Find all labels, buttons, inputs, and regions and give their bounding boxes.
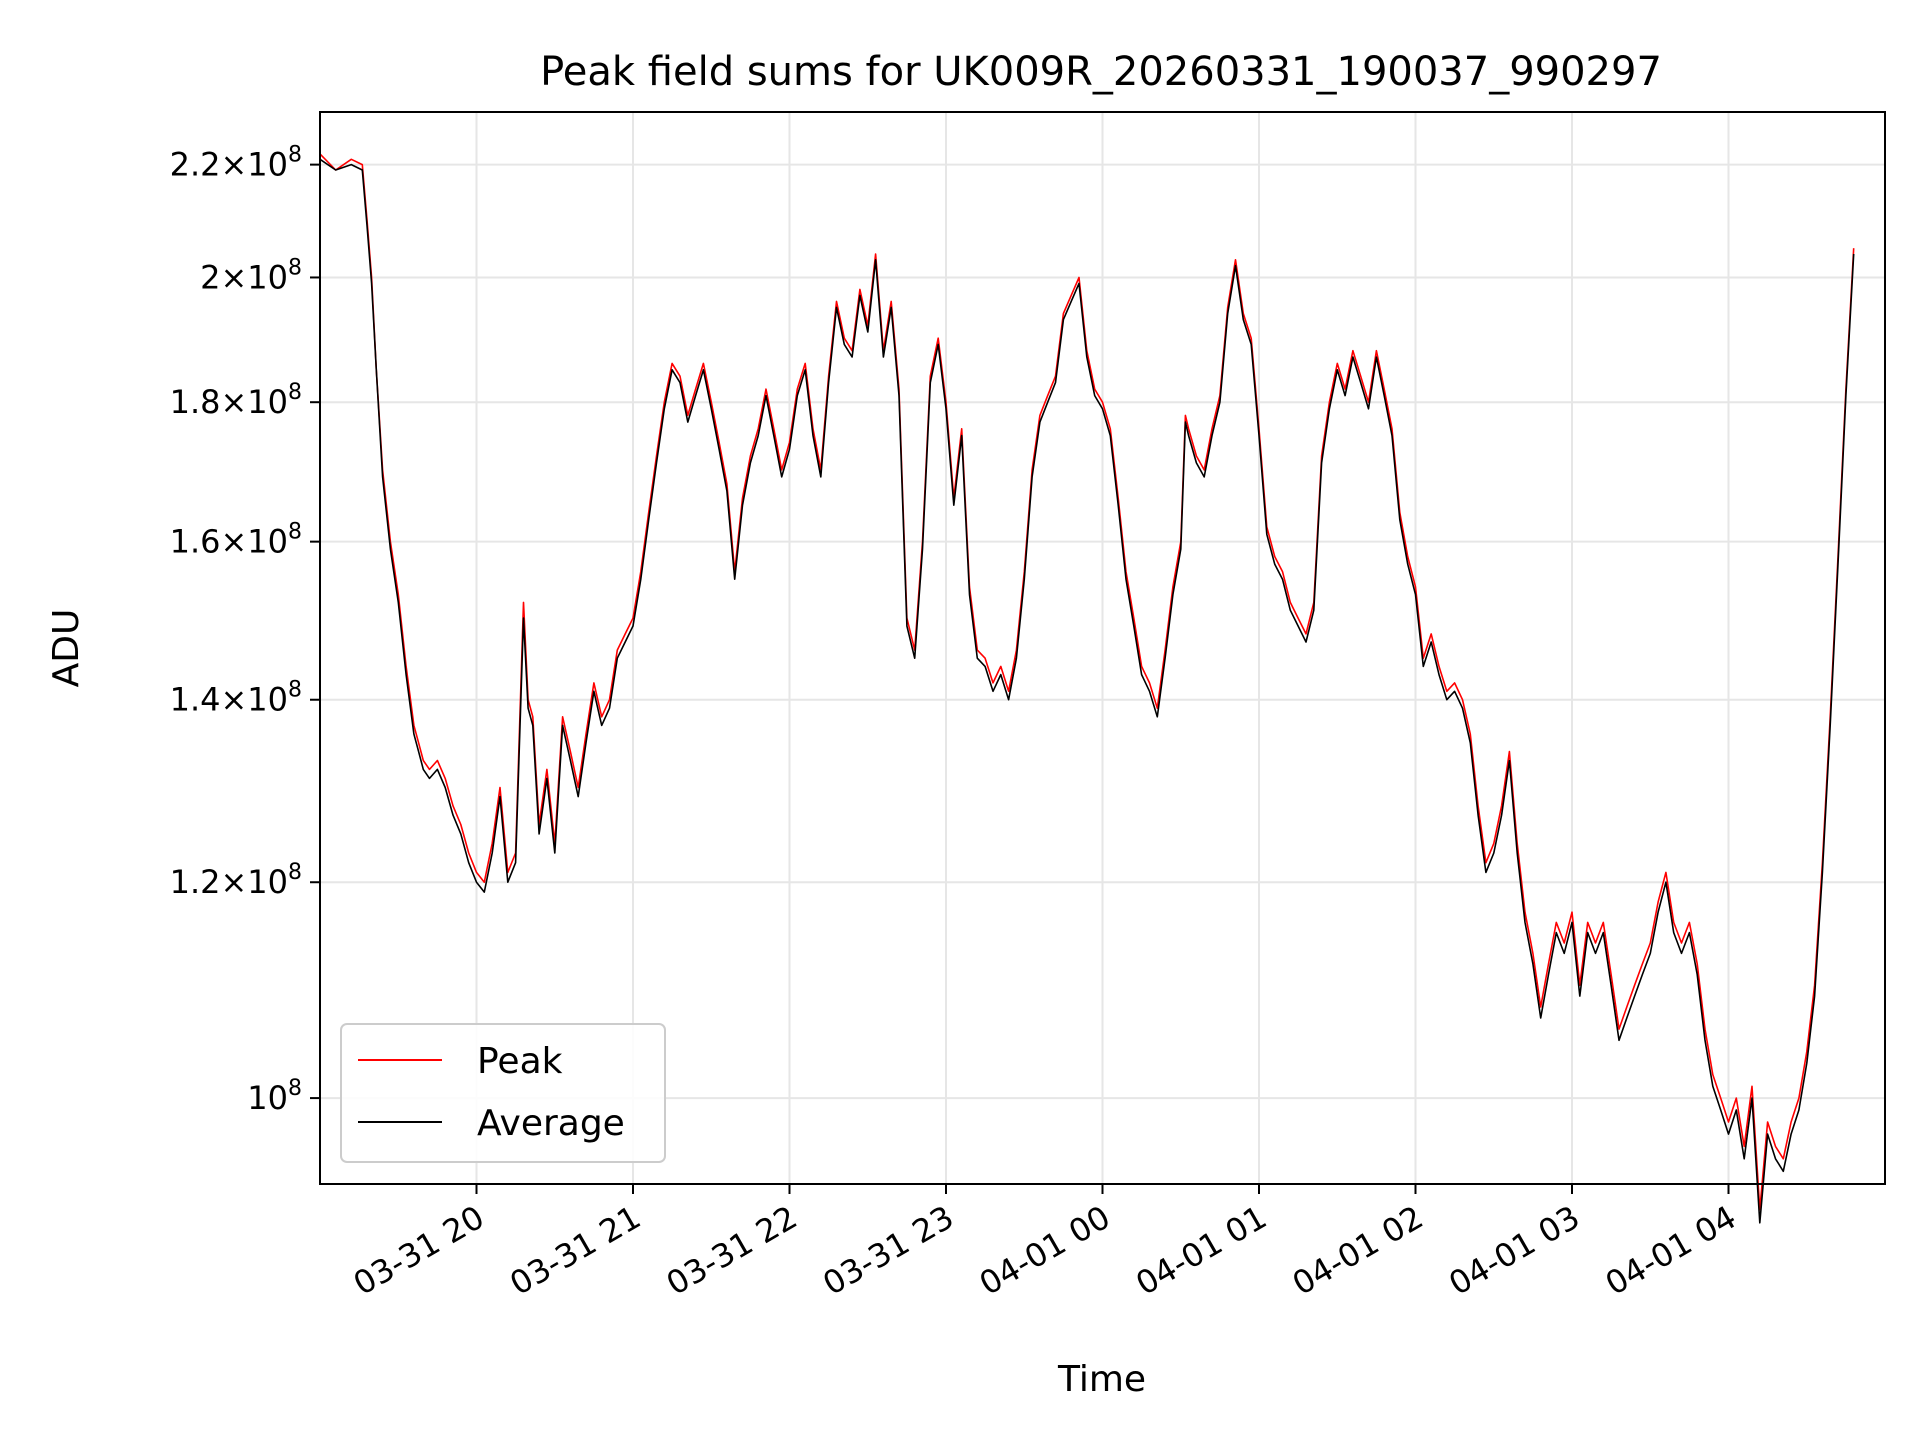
legend-average-label: Average: [477, 1103, 625, 1144]
y-tick-exponent: 8: [288, 255, 302, 280]
y-tick-label: 2×108: [200, 255, 302, 296]
chart-title: Peak field sums for UK009R_20260331_1900…: [540, 49, 1662, 95]
series-average-line: [319, 158, 1855, 1224]
legend-peak-label: Peak: [477, 1041, 563, 1082]
y-tick-mantissa: 1.4×10: [170, 681, 288, 719]
y-tick-mantissa: 1.6×10: [170, 523, 288, 561]
plot-series: [319, 153, 1855, 1224]
y-tick-mantissa: 2×10: [200, 258, 288, 296]
y-tick-exponent: 8: [288, 380, 302, 405]
y-tick-mantissa: 1.8×10: [170, 383, 288, 421]
y-tick-label: 1.2×108: [170, 860, 302, 901]
y-tick-label: 1.4×108: [170, 678, 302, 719]
y-tick-exponent: 8: [288, 143, 302, 168]
y-axis-label: ADU: [46, 609, 87, 688]
x-axis-label: Time: [1057, 1359, 1146, 1400]
y-tick-mantissa: 10: [247, 1079, 288, 1117]
y-tick-label: 108: [247, 1076, 302, 1117]
legend: Peak Average: [340, 1023, 666, 1163]
legend-box: [340, 1023, 666, 1163]
y-tick-label: 1.6×108: [170, 520, 302, 561]
y-tick-exponent: 8: [288, 678, 302, 703]
y-tick-label: 1.8×108: [170, 380, 302, 421]
y-tick-mantissa: 1.2×10: [170, 863, 288, 901]
y-axis: 1081.2×1081.4×1081.6×1081.8×1082×1082.2×…: [170, 143, 320, 1117]
y-tick-exponent: 8: [288, 860, 302, 885]
y-tick-label: 2.2×108: [170, 143, 302, 184]
y-tick-exponent: 8: [288, 1076, 302, 1101]
y-tick-exponent: 8: [288, 520, 302, 545]
y-tick-mantissa: 2.2×10: [170, 146, 288, 184]
